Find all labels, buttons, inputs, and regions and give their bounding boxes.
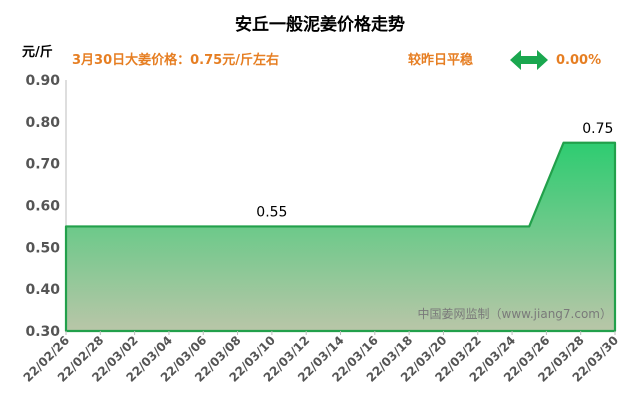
y-axis-unit-label: 元/斤 (22, 44, 53, 60)
chart-title: 安丘一般泥姜价格走势 (235, 14, 405, 35)
x-axis: 22/02/2622/02/2822/03/0222/03/0422/03/06… (21, 331, 621, 385)
y-tick-label: 0.90 (25, 73, 60, 89)
y-tick-label: 0.70 (25, 157, 60, 173)
price-area (64, 141, 617, 333)
data-labels: 0.55 0.75 (256, 121, 613, 221)
y-tick-label: 0.80 (25, 115, 60, 131)
trend-label: 较昨日平稳 (408, 52, 473, 68)
double-arrow-icon (510, 50, 548, 70)
y-tick-label: 0.50 (25, 240, 60, 256)
change-percent: 0.00% (556, 53, 601, 68)
y-tick-label: 0.40 (25, 282, 60, 298)
price-info-text: 3月30日大姜价格：0.75元/斤左右 (72, 52, 279, 68)
data-label: 0.75 (582, 121, 613, 137)
watermark: 中国姜网监制（www.jiang7.com） (418, 306, 612, 321)
y-tick-label: 0.30 (25, 324, 60, 340)
y-tick-label: 0.60 (25, 199, 60, 215)
data-label: 0.55 (256, 204, 287, 220)
y-axis: 0.90 0.80 0.70 0.60 0.50 0.40 0.30 (25, 73, 60, 340)
plot-area (64, 80, 617, 333)
